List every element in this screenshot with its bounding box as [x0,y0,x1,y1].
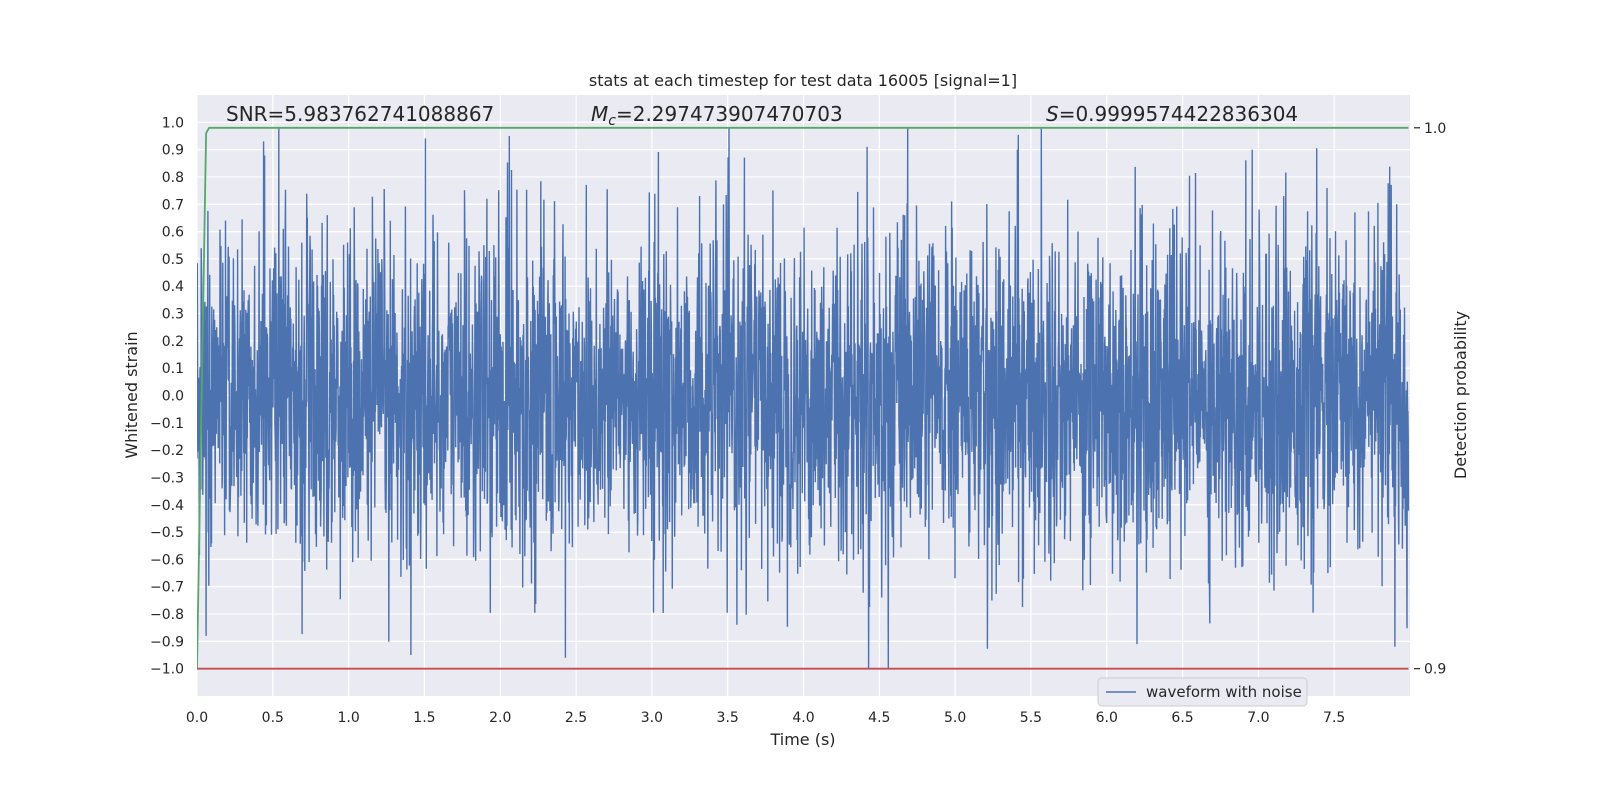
y-left-tick-label: 0.3 [162,307,184,323]
y-left-tick-label: −1.0 [150,662,184,678]
snr-annotation: SNR=5.983762741088867 [226,102,494,126]
y-left-tick-label: −0.5 [150,525,184,541]
x-tick-label: 7.0 [1247,710,1269,726]
ticks: 0.0 0.5 1.0 1.5 2.0 2.5 3.0 3.5 4.0 4.5 5.0 5.5 6.0 6… [150,115,1446,726]
x-tick-label: 5.5 [1020,710,1042,726]
y-left-tick-label: 0.9 [162,143,184,159]
y-left-tick-label: 0.5 [162,252,184,268]
y-axis-label-right: Detection probability [1451,311,1470,479]
y-right-tick-label: 1.0 [1424,121,1446,137]
x-tick-label: 4.0 [792,710,814,726]
y-left-tick-label: 0.4 [162,279,184,295]
chirp-mass-value: =2.297473907470703 [616,102,843,126]
x-tick-label: 4.5 [868,710,890,726]
chirp-mass-symbol: M [591,102,608,126]
y-left-tick-label: −0.3 [150,470,184,486]
x-tick-label: 0.5 [262,710,284,726]
y-left-tick-label: 0.6 [162,225,184,241]
series-layer [197,126,1410,670]
legend: waveform with noise [1097,677,1308,707]
series-detection-probability [197,126,1409,669]
y-left-tick-label: −0.4 [150,498,184,514]
legend-box [1097,677,1308,707]
x-tick-label: 6.0 [1096,710,1118,726]
chirp-mass-subscript: c [608,113,616,129]
x-tick-label: 2.0 [489,710,511,726]
y-left-tick-label: 0.8 [162,170,184,186]
y-left-tick-label: 0.2 [162,334,184,350]
y-left-tick-label: −0.8 [150,607,184,623]
x-tick-label: 1.0 [337,710,359,726]
x-tick-label: 3.0 [641,710,663,726]
legend-label-waveform: waveform with noise [1146,683,1302,701]
x-tick-label: 2.5 [565,710,587,726]
x-tick-label: 3.5 [717,710,739,726]
x-tick-label: 6.5 [1171,710,1193,726]
x-axis-label: Time (s) [769,730,835,749]
y-axis-label-left: Whitened strain [122,331,141,458]
x-tick-label: 1.5 [413,710,435,726]
y-left-tick-label: 1.0 [162,115,184,131]
x-tick-label: 0.0 [186,710,208,726]
chirp-mass-annotation: Mc=2.297473907470703 [591,102,843,129]
detection-stat-symbol: S [1046,102,1059,126]
x-tick-label: 5.0 [944,710,966,726]
y-left-tick-label: −0.6 [150,552,184,568]
y-left-tick-label: −0.2 [150,443,184,459]
chart-title: stats at each timestep for test data 160… [589,71,1017,90]
series-waveform-with-noise [197,127,1410,669]
y-left-tick-label: −0.1 [150,416,184,432]
y-left-tick-label: 0.0 [162,389,184,405]
y-left-tick-label: −0.7 [150,580,184,596]
detection-stat-value: =0.9999574422836304 [1059,102,1298,126]
y-left-tick-label: 0.7 [162,197,184,213]
x-tick-label: 7.5 [1323,710,1345,726]
y-left-tick-label: −0.9 [150,634,184,650]
detection-stat-annotation: S=0.9999574422836304 [1046,102,1298,126]
y-left-tick-label: 0.1 [162,361,184,377]
y-right-tick-label: 0.9 [1424,662,1446,678]
